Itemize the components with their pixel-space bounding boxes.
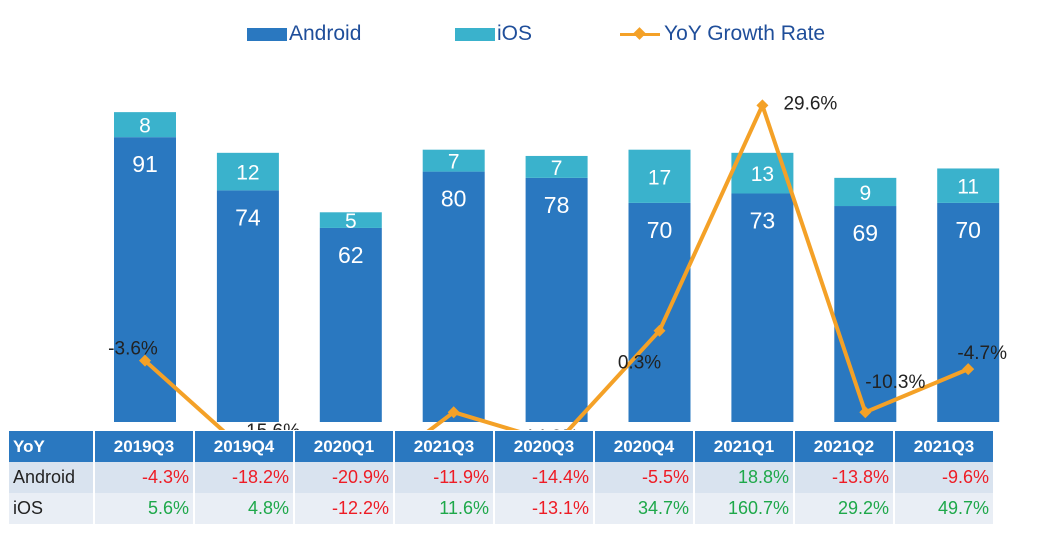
- growth-marker: [139, 354, 151, 367]
- data-label-ios: 7: [448, 151, 460, 174]
- table-cell: -13.1%: [494, 493, 595, 524]
- yoy-table: YoY 2019Q3 2019Q4 2020Q1 2021Q3 2020Q3 2020Q4…: [9, 431, 995, 524]
- bar-android: [422, 171, 485, 422]
- table-cell: 29.2%: [794, 493, 895, 524]
- table-row-label: iOS: [9, 493, 95, 524]
- table-cell: -12.2%: [294, 493, 395, 524]
- table-header-label: YoY: [9, 431, 95, 462]
- growth-line-icon: [620, 26, 660, 41]
- data-label-android: 73: [750, 208, 776, 234]
- data-label-android: 70: [955, 217, 981, 243]
- bar-android: [114, 137, 176, 423]
- table-cell: -5.5%: [594, 462, 695, 493]
- growth-label: 29.6%: [783, 93, 837, 114]
- table-cell: 34.7%: [594, 493, 695, 524]
- data-label-ios: 11: [957, 176, 979, 199]
- bar-android: [731, 193, 794, 422]
- legend-android-label: Android: [289, 22, 362, 45]
- growth-marker: [859, 406, 872, 419]
- bar-ios: [114, 112, 176, 138]
- growth-label: -10.3%: [865, 372, 925, 393]
- growth-label: -4.7%: [957, 343, 1007, 364]
- bar-android: [319, 227, 382, 422]
- growth-label: -15.6%: [240, 421, 300, 430]
- table-row: Android -4.3% -18.2% -20.9% -11.9% -14.4% -5.5…: [9, 462, 995, 493]
- table-column-header: 2021Q3: [394, 431, 495, 462]
- legend-ios-label: iOS: [497, 22, 533, 45]
- legend-growth-label: YoY Growth Rate: [664, 22, 826, 45]
- table-cell: 49.7%: [894, 493, 995, 524]
- chart-canvas: 91 8 74 12 62 5 80 7 78 7 70 17 73 13 69 9 70 11 -3.6% -15.…: [108, 93, 1007, 430]
- table-cell: 4.8%: [194, 493, 295, 524]
- data-label-ios: 5: [345, 210, 357, 233]
- growth-marker: [962, 363, 975, 376]
- table-cell: 18.8%: [694, 462, 795, 493]
- table-column-header: 2020Q4: [594, 431, 695, 462]
- data-label-ios: 7: [551, 157, 563, 180]
- android-swatch-icon: [247, 27, 287, 41]
- data-label-android: 70: [647, 217, 673, 243]
- table-cell: -9.6%: [894, 462, 995, 493]
- table-column-header: 2020Q3: [494, 431, 595, 462]
- growth-label: 0.3%: [618, 353, 661, 374]
- data-label-ios: 8: [139, 115, 151, 138]
- table-column-header: 2020Q1: [294, 431, 395, 462]
- growth-marker: [756, 99, 769, 112]
- table-column-header: 2021Q1: [694, 431, 795, 462]
- data-label-android: 80: [441, 186, 467, 212]
- data-label-android: 78: [544, 192, 570, 218]
- table-cell: 11.6%: [394, 493, 495, 524]
- bar-ios: [937, 168, 1000, 203]
- growth-label: -3.6%: [108, 339, 158, 360]
- data-label-ios: 12: [236, 162, 259, 185]
- table-column-header: 2019Q4: [194, 431, 295, 462]
- legend-ios: iOS: [455, 22, 532, 46]
- table-cell: -4.3%: [94, 462, 195, 493]
- table-cell: 5.6%: [94, 493, 195, 524]
- bar-ios: [525, 155, 588, 178]
- ios-swatch-icon: [455, 27, 495, 41]
- data-label-ios: 9: [859, 182, 871, 205]
- data-label-android: 74: [235, 204, 261, 230]
- growth-marker: [447, 406, 460, 419]
- table-cell: -14.4%: [494, 462, 595, 493]
- bar-android: [834, 206, 897, 422]
- legend-android: Android: [247, 22, 361, 46]
- data-label-android: 91: [132, 151, 158, 177]
- table-cell: 160.7%: [694, 493, 795, 524]
- data-label-android: 69: [853, 220, 879, 246]
- table-row: iOS 5.6% 4.8% -12.2% 11.6% -13.1% 34.7% 160.7% 2…: [9, 493, 995, 524]
- data-label-ios: 17: [648, 166, 671, 189]
- bar-android: [628, 202, 691, 422]
- bar-ios: [319, 212, 382, 228]
- table-cell: -20.9%: [294, 462, 395, 493]
- growth-label: -14.3%: [518, 427, 578, 430]
- table-column-header: 2019Q3: [94, 431, 195, 462]
- table-cell: -13.8%: [794, 462, 895, 493]
- bar-ios: [422, 149, 485, 172]
- growth-line: [143, 103, 969, 430]
- table-cell: -18.2%: [194, 462, 295, 493]
- bar-android: [525, 177, 588, 422]
- bar-ios: [216, 152, 279, 191]
- bar-ios: [834, 177, 897, 207]
- data-label-ios: 13: [751, 163, 774, 186]
- table-header-row: YoY 2019Q3 2019Q4 2020Q1 2021Q3 2020Q3 2020Q4…: [9, 431, 995, 462]
- bar-ios: [628, 149, 691, 203]
- legend: Android iOS YoY Growth Rate: [0, 22, 1062, 48]
- bar-android: [216, 190, 279, 422]
- table-column-header: 2021Q3: [894, 431, 995, 462]
- growth-marker: [653, 324, 666, 337]
- table-column-header: 2021Q2: [794, 431, 895, 462]
- growth-label: -10.3%: [402, 428, 462, 430]
- bar-android: [937, 202, 1000, 422]
- data-label-android: 62: [338, 242, 364, 268]
- table-row-label: Android: [9, 462, 95, 493]
- legend-growth: YoY Growth Rate: [620, 22, 825, 46]
- table-cell: -11.9%: [394, 462, 495, 493]
